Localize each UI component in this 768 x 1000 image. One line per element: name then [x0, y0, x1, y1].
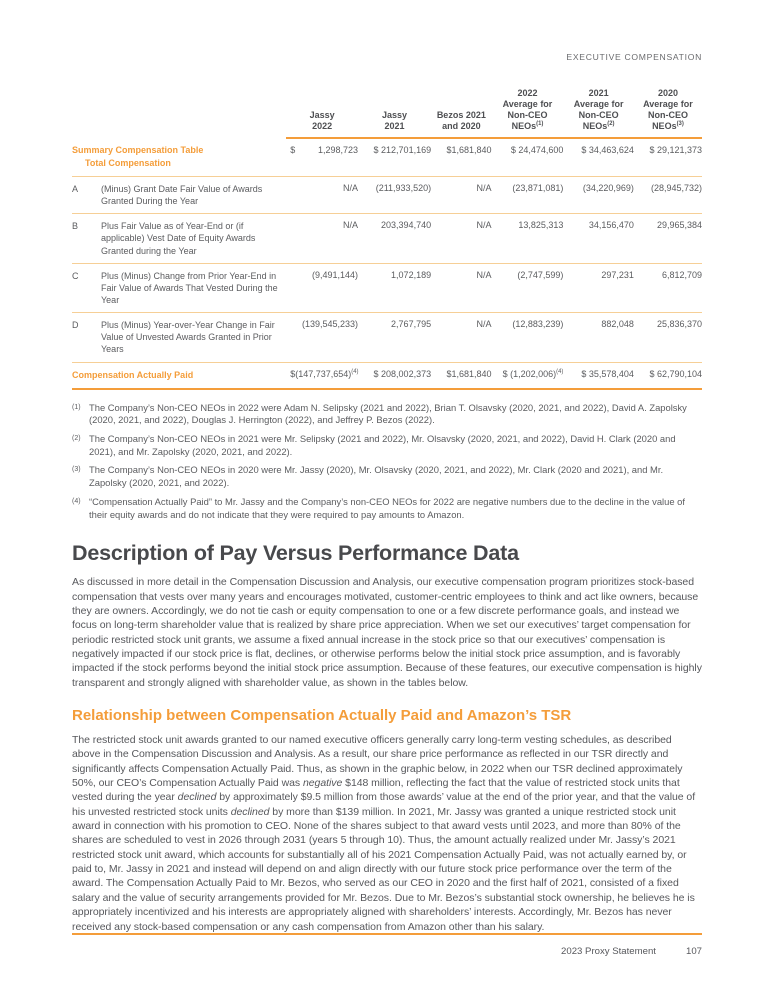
- cell: 6,812,709: [633, 263, 702, 314]
- row-label: Summary Compensation Table Total Compensa…: [72, 137, 287, 177]
- table-row-adjustment-D: D Plus (Minus) Year-over-Year Change in F…: [72, 312, 702, 363]
- column-header-3: 2022 Average for Non-CEO NEOs(1): [491, 88, 564, 139]
- cell: (211,933,520): [358, 176, 432, 215]
- cell: 2,767,795: [358, 312, 432, 363]
- cell: $ 208,002,373: [358, 362, 432, 390]
- running-header-title: EXECUTIVE COMPENSATION: [566, 52, 702, 62]
- cell: (9,491,144): [286, 263, 359, 314]
- row-letter: B: [72, 221, 79, 232]
- cell: $ 34,463,624: [563, 137, 634, 177]
- table-row-adjustment-C: C Plus (Minus) Change from Prior Year-End…: [72, 263, 702, 314]
- row-label: A (Minus) Grant Date Fair Value of Awards…: [72, 176, 287, 215]
- cell: N/A: [286, 213, 359, 264]
- running-header: EXECUTIVE COMPENSATION: [72, 52, 702, 62]
- cell: (28,945,732): [633, 176, 702, 215]
- cell: $ 35,578,404: [563, 362, 634, 390]
- cell: 882,048: [563, 312, 634, 363]
- row-description: Plus (Minus) Year-over-Year Change in Fa…: [101, 320, 275, 355]
- dollar-sign: $: [290, 144, 296, 155]
- cell: 34,156,470: [563, 213, 634, 264]
- column-header-1: Jassy 2021: [358, 88, 432, 139]
- table-row-adjustment-A: A (Minus) Grant Date Fair Value of Awards…: [72, 176, 702, 215]
- table-row-summary-total-compensation: Summary Compensation Table Total Compensa…: [72, 137, 702, 177]
- cell: 29,965,384: [633, 213, 702, 264]
- cell: (12,883,239): [491, 312, 564, 363]
- cell: 203,394,740: [358, 213, 432, 264]
- cell: $1,681,840: [431, 137, 492, 177]
- row-letter: C: [72, 270, 79, 281]
- footer-label: 2023 Proxy Statement: [561, 946, 656, 957]
- column-header-2: Bezos 2021 and 2020: [431, 88, 492, 139]
- compensation-table-body: Summary Compensation Table Total Compensa…: [72, 137, 702, 390]
- row-letter: D: [72, 320, 79, 331]
- footnote-3: (3) The Company’s Non-CEO NEOs in 2020 we…: [72, 464, 664, 489]
- footnote-marker: (4): [72, 497, 81, 505]
- cell: $ 29,121,373: [633, 137, 702, 177]
- footnote-4: (4) “Compensation Actually Paid” to Mr. J…: [72, 495, 685, 520]
- footnote-2: (2) The Company’s Non-CEO NEOs in 2021 we…: [72, 433, 676, 457]
- row-description: Plus (Minus) Change from Prior Year-End …: [101, 270, 278, 305]
- row-label: Compensation Actually Paid: [72, 362, 287, 390]
- cell: $1,681,840: [431, 362, 492, 390]
- table-row-adjustment-B: B Plus Fair Value as of Year-End or (if a…: [72, 213, 702, 264]
- paragraph-pay-versus-performance: As discussed in more detail in the Compe…: [72, 576, 702, 689]
- footnote-1: (1) The Company’s Non-CEO NEOs in 2022 we…: [72, 401, 687, 426]
- footnote-marker: (3): [72, 466, 81, 474]
- column-header-5: 2020 Average for Non-CEO NEOs(3): [633, 88, 702, 139]
- footnote-marker: (1): [72, 403, 81, 411]
- cell: $ 24,474,600: [491, 137, 564, 177]
- cell: (2,747,599): [491, 263, 564, 314]
- cell: 1,072,189: [358, 263, 432, 314]
- cell: N/A: [431, 263, 492, 314]
- cell: N/A: [431, 312, 492, 363]
- section-heading-tsr: Relationship between Compensation Actual…: [72, 707, 572, 725]
- row-letter: A: [72, 183, 79, 194]
- row-description: Plus Fair Value as of Year-End or (if ap…: [101, 221, 256, 256]
- table-row-compensation-actually-paid: Compensation Actually Paid $(147,737,654)…: [72, 362, 702, 390]
- cell: N/A: [431, 213, 492, 264]
- page-title: Description of Pay Versus Performance Da…: [72, 541, 519, 566]
- cell: (34,220,969): [563, 176, 634, 215]
- cell: 297,231: [563, 263, 634, 314]
- row-description: (Minus) Grant Date Fair Value of Awards …: [101, 183, 263, 207]
- page-number: 107: [685, 946, 702, 957]
- cell: $ (1,202,006)(4): [491, 362, 564, 390]
- cell: $ 212,701,169: [358, 137, 432, 177]
- cell: $ 62,790,104: [633, 362, 702, 390]
- table-header-row: Jassy 2022 Jassy 2021 Bezos 2021 and 2020 2022…: [72, 88, 702, 139]
- compensation-table-head: Jassy 2022 Jassy 2021 Bezos 2021 and 2020 2022…: [72, 88, 702, 139]
- paragraph-tsr-relationship: The restricted stock unit awards granted…: [72, 734, 696, 933]
- row-label: C Plus (Minus) Change from Prior Year-End…: [72, 263, 287, 314]
- column-header-4: 2021 Average for Non-CEO NEOs(2): [563, 88, 634, 139]
- page-footer: 2023 Proxy Statement 107: [72, 933, 702, 957]
- cell: N/A: [286, 176, 359, 215]
- row-label: D Plus (Minus) Year-over-Year Change in F…: [72, 312, 287, 363]
- cell: (23,871,081): [491, 176, 564, 215]
- cell: N/A: [431, 176, 492, 215]
- cell: $1,298,723: [286, 137, 359, 177]
- cell: $(147,737,654)(4): [286, 362, 359, 390]
- row-label: B Plus Fair Value as of Year-End or (if a…: [72, 213, 287, 264]
- compensation-table: Jassy 2022 Jassy 2021 Bezos 2021 and 2020 2022…: [72, 88, 702, 390]
- cell: (139,545,233): [286, 312, 359, 363]
- footnote-marker: (2): [72, 435, 81, 443]
- cell: 13,825,313: [491, 213, 564, 264]
- cell: 25,836,370: [633, 312, 702, 363]
- column-header-0: Jassy 2022: [286, 88, 359, 139]
- table-header-empty: [72, 88, 286, 138]
- table-footnotes: (1) The Company’s Non-CEO NEOs in 2022 we…: [72, 402, 702, 522]
